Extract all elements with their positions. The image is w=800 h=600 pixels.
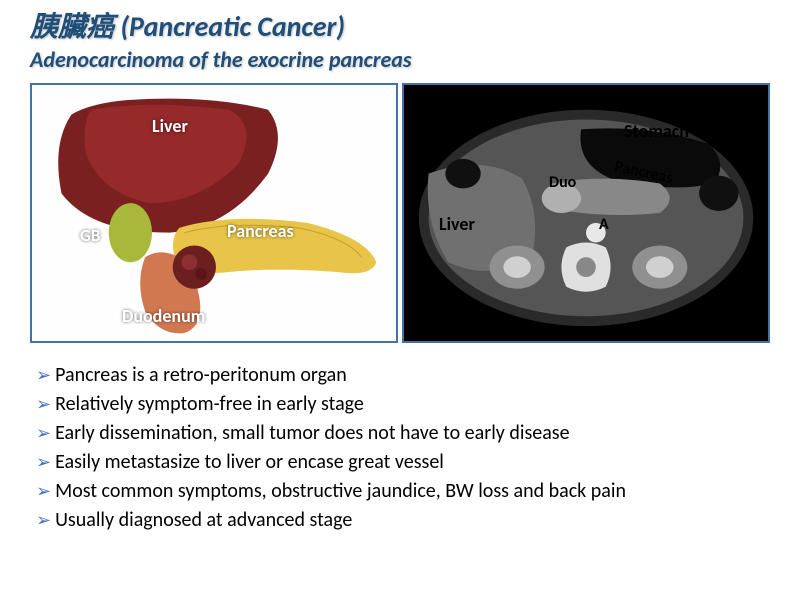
anatomy-panel: Liver GB Pancreas Duodenum [30, 83, 398, 343]
gallbladder-shape [109, 203, 152, 262]
title-sub: Adenocarcinoma of the exocrine pancreas [30, 46, 770, 73]
bullet-arrow-icon: ➢ [36, 361, 51, 390]
slide: 胰臟癌 (Pancreatic Cancer) Adenocarcinoma o… [0, 0, 800, 600]
bullet-arrow-icon: ➢ [36, 506, 51, 535]
bullet-item: ➢ Early dissemination, small tumor does … [36, 419, 770, 448]
ct-label-stomach: Stomach [624, 120, 689, 142]
bullet-text: Usually diagnosed at advanced stage [55, 506, 352, 535]
ct-vertebra-canal [576, 257, 596, 277]
ct-label-liver: Liver [439, 213, 475, 235]
bullet-item: ➢ Relatively symptom-free in early stage [36, 390, 770, 419]
bullet-item: ➢ Usually diagnosed at advanced stage [36, 506, 770, 535]
anatomy-label-gb: GB [80, 225, 100, 246]
bullet-arrow-icon: ➢ [36, 477, 51, 506]
title-main: 胰臟癌 (Pancreatic Cancer) [30, 10, 770, 44]
anatomy-label-pancreas: Pancreas [227, 220, 294, 242]
ct-kidney-r-pelvis [503, 256, 531, 278]
images-row: Liver GB Pancreas Duodenum [30, 83, 770, 343]
tumor-inner2 [195, 268, 207, 280]
ct-gas1 [445, 158, 480, 188]
tumor-inner [182, 254, 198, 270]
ct-kidney-l-pelvis [646, 256, 674, 278]
bullet-arrow-icon: ➢ [36, 448, 51, 477]
anatomy-label-liver: Liver [152, 115, 188, 137]
title-block: 胰臟癌 (Pancreatic Cancer) Adenocarcinoma o… [30, 10, 770, 73]
ct-label-a: A [599, 215, 609, 234]
bullet-text: Most common symptoms, obstructive jaundi… [55, 477, 626, 506]
bullet-arrow-icon: ➢ [36, 419, 51, 448]
ct-panel: Stomach Duo Pancreas Liver A [402, 83, 770, 343]
ct-label-duo: Duo [549, 173, 576, 192]
bullet-text: Early dissemination, small tumor does no… [55, 419, 569, 448]
anatomy-label-duodenum: Duodenum [122, 305, 205, 327]
bullet-text: Pancreas is a retro-peritonum organ [55, 361, 347, 390]
ct-gas2 [699, 175, 738, 210]
anatomy-illustration [32, 85, 396, 341]
bullet-list: ➢ Pancreas is a retro-peritonum organ ➢ … [30, 361, 770, 535]
bullet-item: ➢ Most common symptoms, obstructive jaun… [36, 477, 770, 506]
bullet-arrow-icon: ➢ [36, 390, 51, 419]
bullet-item: ➢ Pancreas is a retro-peritonum organ [36, 361, 770, 390]
bullet-text: Easily metastasize to liver or encase gr… [55, 448, 444, 477]
bullet-text: Relatively symptom-free in early stage [55, 390, 364, 419]
bullet-item: ➢ Easily metastasize to liver or encase … [36, 448, 770, 477]
